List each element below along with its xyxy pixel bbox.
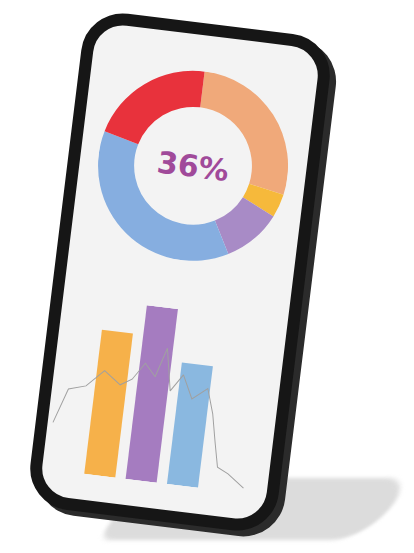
svg-text:36%: 36% (155, 145, 231, 188)
